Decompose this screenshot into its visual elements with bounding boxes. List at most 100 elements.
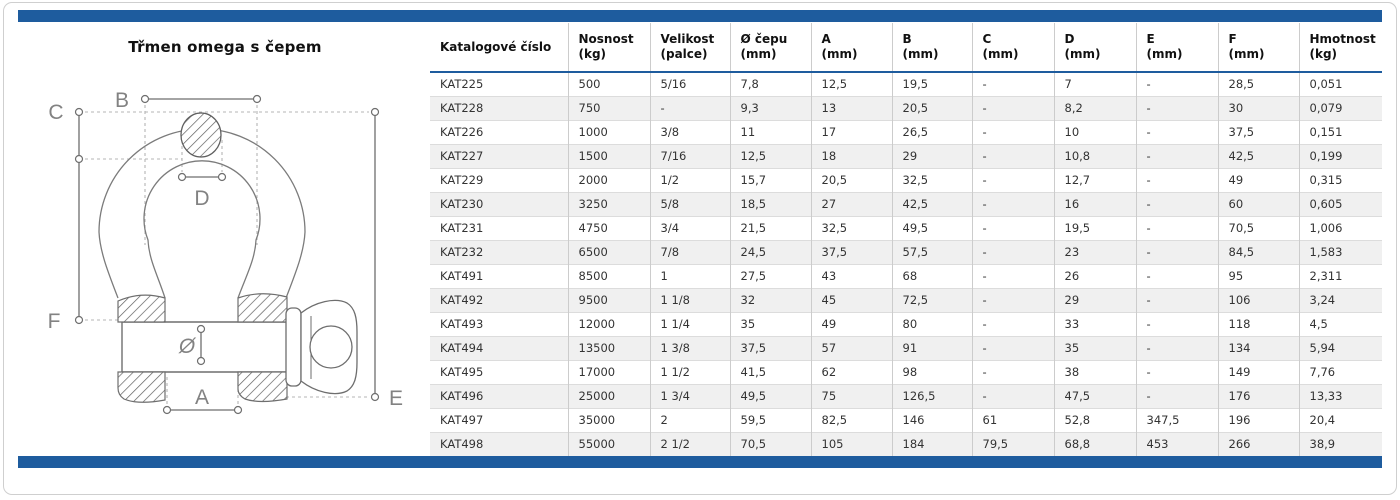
table-cell: 49 [810, 312, 892, 336]
table-cell: 5/8 [649, 192, 730, 216]
table-cell: - [1135, 120, 1218, 144]
table-cell: 42,5 [891, 192, 972, 216]
table-cell: 16 [1053, 192, 1136, 216]
table-row: KAT227 1500 7/16 12,5 18 29-10,8-42,5 0,199 [430, 144, 1382, 168]
table-row: KAT493 12000 1 1/4 35 49 80-33-118 4,5 [430, 312, 1382, 336]
table-cell: 2,311 [1298, 264, 1382, 288]
table-cell: 27 [810, 192, 892, 216]
table-cell: 19,5 [1053, 216, 1136, 240]
table-cell: KAT492 [440, 293, 484, 307]
table-cell: 33 [1053, 312, 1136, 336]
table-cell: KAT494 [440, 341, 484, 355]
table-row: KAT492 9500 1 1/8 32 45 72,5-29-106 3,24 [430, 288, 1382, 312]
table-cell: 6500 [567, 240, 650, 264]
table-cell: 750 [567, 96, 650, 120]
table-cell: 10,8 [1053, 144, 1136, 168]
table-cell: 12,7 [1053, 168, 1136, 192]
table-cell: - [971, 384, 1054, 408]
table-cell: - [971, 72, 1054, 96]
table-cell: 7/8 [649, 240, 730, 264]
table-cell: 26 [1053, 264, 1136, 288]
table-cell: 45 [810, 288, 892, 312]
table-cell: 1/2 [649, 168, 730, 192]
table-cell: 70,5 [1217, 216, 1299, 240]
table-cell: 35000 [567, 408, 650, 432]
table-cell: - [971, 288, 1054, 312]
table-cell: 61 [971, 408, 1054, 432]
table-cell: 3250 [567, 192, 650, 216]
table-cell: 84,5 [1217, 240, 1299, 264]
table-cell: 38 [1053, 360, 1136, 384]
table-cell: 134 [1217, 336, 1299, 360]
table-cell: KAT497 [440, 413, 484, 427]
table-cell: - [971, 336, 1054, 360]
table-cell: 24,5 [729, 240, 811, 264]
table-cell: 38,9 [1298, 432, 1382, 456]
table-cell: 23 [1053, 240, 1136, 264]
table-cell: 10 [1053, 120, 1136, 144]
table-cell: 91 [891, 336, 972, 360]
table-cell: - [971, 144, 1054, 168]
table-cell: 79,5 [971, 432, 1054, 456]
table-cell: 52,8 [1053, 408, 1136, 432]
table-cell: 500 [567, 72, 650, 96]
table-cell: 17 [810, 120, 892, 144]
column-header: F (mm) [1217, 23, 1299, 73]
table-cell: 2 [649, 408, 730, 432]
table-cell: 1 3/8 [649, 336, 730, 360]
table-cell: - [1135, 360, 1218, 384]
dimension-endpoints [74, 94, 380, 415]
table-cell: 19,5 [891, 72, 972, 96]
table-row: KAT228 750-9,3 13 20,5-8,2-30 0,079 [430, 96, 1382, 120]
table-cell: - [971, 120, 1054, 144]
table-row: KAT230 3250 5/8 18,5 27 42,5-16-60 0,605 [430, 192, 1382, 216]
table-cell: 17000 [567, 360, 650, 384]
table-cell: 20,4 [1298, 408, 1382, 432]
table-cell: 5,94 [1298, 336, 1382, 360]
table-cell: - [1135, 216, 1218, 240]
table-cell: 266 [1217, 432, 1299, 456]
table-cell: - [649, 96, 730, 120]
table-cell: 49,5 [729, 384, 811, 408]
table-cell: 55000 [567, 432, 650, 456]
table-cell: 49,5 [891, 216, 972, 240]
table-cell: 80 [891, 312, 972, 336]
table-cell: 13500 [567, 336, 650, 360]
table-row: KAT494 13500 1 3/8 37,5 57 91-35-134 5,94 [430, 336, 1382, 360]
table-cell: 20,5 [810, 168, 892, 192]
table-cell: 57,5 [891, 240, 972, 264]
table-cell: - [1135, 264, 1218, 288]
table-cell: 105 [810, 432, 892, 456]
column-header: D (mm) [1053, 23, 1136, 73]
table-cell: 35 [1053, 336, 1136, 360]
shackle-technical-drawing: B C D F Ø A E [48, 89, 403, 415]
table-cell: 0,199 [1298, 144, 1382, 168]
table-cell: 29 [1053, 288, 1136, 312]
column-header: Nosnost (kg) [567, 23, 650, 73]
column-header: Katalogové číslo [430, 23, 568, 73]
table-cell: 9500 [567, 288, 650, 312]
spec-table: Katalogové číslo Nosnost (kg) Velikost (palc… [430, 23, 1382, 456]
table-cell: 7,8 [729, 72, 811, 96]
table-cell: - [1135, 72, 1218, 96]
table-cell: - [1135, 168, 1218, 192]
dim-label-f: F [48, 310, 61, 333]
table-cell: 106 [1217, 288, 1299, 312]
table-row: KAT225 500 5/16 7,8 12,5 19,5-7-28,5 0,051 [430, 72, 1382, 96]
table-cell: 118 [1217, 312, 1299, 336]
table-cell: 176 [1217, 384, 1299, 408]
table-cell: KAT230 [440, 197, 484, 211]
table-cell: 95 [1217, 264, 1299, 288]
table-cell: 13 [810, 96, 892, 120]
table-cell: 72,5 [891, 288, 972, 312]
table-cell: 47,5 [1053, 384, 1136, 408]
top-accent-bar [18, 10, 1382, 22]
table-cell: 1,006 [1298, 216, 1382, 240]
table-cell: 9,3 [729, 96, 811, 120]
table-row: KAT491 8500 1 27,5 43 68-26-95 2,311 [430, 264, 1382, 288]
table-cell: 1,583 [1298, 240, 1382, 264]
product-title: Třmen omega s čepem [128, 38, 322, 56]
table-cell: 75 [810, 384, 892, 408]
table-cell: 1000 [567, 120, 650, 144]
table-cell: 70,5 [729, 432, 811, 456]
